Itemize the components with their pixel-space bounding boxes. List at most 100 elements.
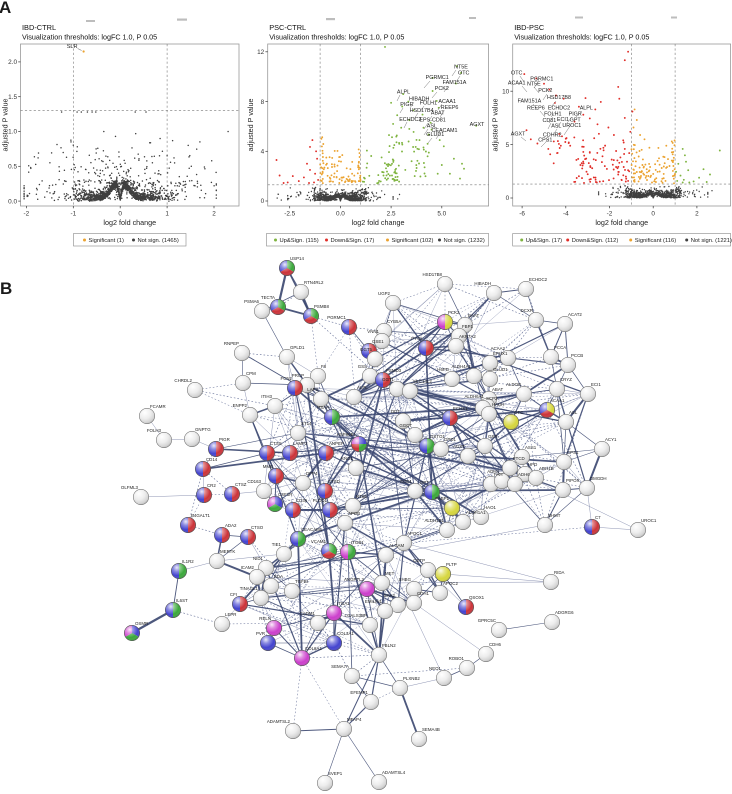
svg-text:5: 5	[506, 142, 510, 149]
svg-text:AGXT: AGXT	[453, 444, 465, 449]
svg-text:GLUD1: GLUD1	[493, 367, 508, 372]
svg-text:LAMP2: LAMP2	[293, 441, 308, 446]
svg-text:0: 0	[118, 211, 122, 218]
svg-text:GGT5: GGT5	[360, 347, 373, 352]
svg-text:CR2: CR2	[207, 483, 216, 488]
svg-text:GGCT: GGCT	[399, 423, 412, 428]
svg-text:PIGR: PIGR	[400, 102, 413, 108]
svg-text:log2 fold change: log2 fold change	[352, 218, 405, 227]
svg-text:OSMR: OSMR	[135, 621, 148, 626]
svg-text:2: 2	[212, 211, 216, 218]
svg-text:SEMA7A: SEMA7A	[331, 664, 349, 669]
svg-text:ASL: ASL	[569, 410, 578, 415]
svg-text:CDH1: CDH1	[417, 591, 430, 596]
svg-text:BAAT: BAAT	[468, 313, 479, 318]
svg-text:FBLN2: FBLN2	[382, 643, 396, 648]
svg-text:ALDH1B1: ALDH1B1	[424, 518, 444, 523]
svg-text:NT5E: NT5E	[454, 65, 468, 71]
svg-text:CETP: CETP	[413, 558, 425, 563]
svg-text:REEP6: REEP6	[527, 105, 545, 111]
svg-text:ECI1: ECI1	[557, 117, 569, 123]
svg-text:APOC2: APOC2	[443, 581, 458, 586]
svg-text:HSD17B4: HSD17B4	[410, 108, 434, 114]
svg-text:CPS1: CPS1	[538, 137, 552, 143]
svg-text:ICAM2: ICAM2	[241, 565, 255, 570]
svg-text:HIBADH: HIBADH	[409, 96, 429, 102]
svg-text:Significant (102): Significant (102)	[392, 238, 434, 244]
svg-text:PSMB8: PSMB8	[314, 304, 329, 309]
svg-text:IBD-PSC: IBD-PSC	[514, 23, 545, 32]
svg-text:Not sign. (1221): Not sign. (1221)	[691, 238, 732, 244]
svg-text:5.0: 5.0	[437, 211, 446, 218]
svg-text:8: 8	[261, 99, 265, 106]
svg-text:0.0: 0.0	[336, 211, 345, 218]
svg-text:CD14: CD14	[206, 457, 218, 462]
svg-text:PIPOX: PIPOX	[566, 478, 579, 483]
svg-text:ALDH6A1: ALDH6A1	[464, 394, 484, 399]
svg-text:IL6ST: IL6ST	[176, 598, 188, 603]
svg-text:FTCD: FTCD	[513, 456, 525, 461]
svg-text:Not sign. (1465): Not sign. (1465)	[138, 238, 179, 244]
svg-text:MFAP4: MFAP4	[347, 717, 362, 722]
svg-text:A: A	[0, 0, 11, 17]
svg-text:CFI: CFI	[230, 592, 237, 597]
svg-text:HSD17B8: HSD17B8	[547, 95, 571, 101]
svg-text:IL1R2: IL1R2	[182, 559, 194, 564]
svg-text:LGALS3BP: LGALS3BP	[345, 613, 368, 618]
svg-text:GLUD1: GLUD1	[426, 132, 444, 138]
svg-text:CTSO: CTSO	[251, 525, 264, 530]
svg-text:ACAA1: ACAA1	[438, 99, 456, 105]
svg-text:OLFML3: OLFML3	[121, 485, 139, 490]
svg-text:ECHDC2: ECHDC2	[529, 277, 548, 282]
svg-text:2.0: 2.0	[8, 59, 17, 66]
svg-text:-2: -2	[24, 211, 30, 218]
svg-text:FCAMR: FCAMR	[150, 404, 166, 409]
svg-text:SEC14L2: SEC14L2	[413, 379, 432, 384]
svg-text:0: 0	[651, 211, 655, 218]
svg-text:VNN1: VNN1	[367, 329, 379, 334]
svg-text:FABP1: FABP1	[435, 496, 449, 501]
svg-text:CRYZ: CRYZ	[560, 377, 572, 382]
svg-text:0: 0	[506, 195, 510, 202]
svg-text:ASL: ASL	[427, 124, 437, 130]
svg-text:ITIH3: ITIH3	[261, 394, 272, 399]
svg-text:PLXNB2: PLXNB2	[403, 676, 420, 681]
svg-text:UGP2: UGP2	[378, 291, 391, 296]
svg-text:H6PD: H6PD	[437, 367, 449, 372]
svg-text:CD81: CD81	[543, 118, 557, 124]
svg-text:AGXT: AGXT	[470, 122, 485, 128]
svg-text:ECHDC2: ECHDC2	[399, 117, 421, 123]
svg-text:LEPR: LEPR	[225, 612, 236, 617]
svg-text:ACAA1: ACAA1	[508, 81, 526, 87]
svg-text:NEO1: NEO1	[429, 666, 442, 671]
svg-text:DMGDH: DMGDH	[590, 476, 607, 481]
svg-text:ADAMTSL2: ADAMTSL2	[267, 719, 291, 724]
svg-text:CDH6: CDH6	[489, 642, 502, 647]
svg-text:REEP6: REEP6	[441, 105, 459, 111]
svg-text:RIDA: RIDA	[554, 570, 565, 575]
svg-text:DDT: DDT	[391, 409, 400, 414]
svg-text:adjusted P value: adjusted P value	[491, 98, 500, 151]
svg-text:APOB: APOB	[348, 511, 360, 516]
svg-text:EPHX1: EPHX1	[493, 351, 508, 356]
svg-text:CTSZ: CTSZ	[235, 482, 247, 487]
svg-text:CEACAM1: CEACAM1	[301, 527, 323, 532]
svg-text:ADH1B: ADH1B	[539, 466, 554, 471]
svg-text:EPS-CD81: EPS-CD81	[419, 118, 445, 124]
svg-text:VCAM1: VCAM1	[311, 539, 327, 544]
svg-text:CSF1R: CSF1R	[278, 492, 292, 497]
svg-text:ST14: ST14	[301, 421, 312, 426]
svg-text:0.0: 0.0	[8, 198, 17, 205]
svg-text:CYB5A: CYB5A	[387, 319, 401, 324]
svg-text:FOLH3: FOLH3	[147, 428, 162, 433]
svg-text:CHRDL2: CHRDL2	[174, 378, 192, 383]
svg-text:SEMA4B: SEMA4B	[422, 727, 440, 732]
svg-text:ACY1: ACY1	[605, 437, 617, 442]
svg-text:PLTP: PLTP	[446, 562, 457, 567]
svg-text:RNPEP: RNPEP	[224, 341, 239, 346]
svg-text:ADH6: ADH6	[518, 472, 530, 477]
svg-text:FAM151A: FAM151A	[518, 99, 542, 105]
svg-text:QSOX1: QSOX1	[469, 595, 485, 600]
svg-text:MME: MME	[263, 464, 273, 469]
svg-text:CD36: CD36	[296, 498, 308, 503]
